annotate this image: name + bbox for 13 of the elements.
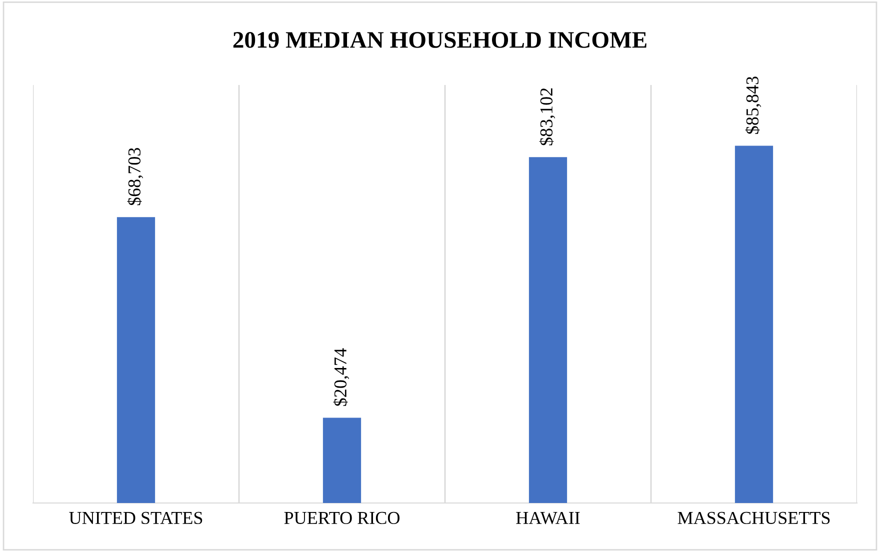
data-label: $68,703 [127, 148, 144, 206]
bar [734, 146, 774, 503]
data-label: $20,474 [333, 348, 350, 406]
chart-title: 2019 MEDIAN HOUSEHOLD INCOME [233, 32, 646, 48]
data-label: $85,843 [745, 76, 762, 134]
bar [528, 157, 568, 503]
x-tick-label: HAWAII [516, 512, 580, 524]
x-tick-label: MASSACHUSETTS [678, 512, 830, 524]
bar [116, 217, 156, 503]
bar [322, 418, 362, 503]
data-label: $83,102 [539, 88, 556, 146]
x-tick-label: UNITED STATES [69, 512, 202, 524]
x-tick-label: PUERTO RICO [284, 512, 400, 524]
